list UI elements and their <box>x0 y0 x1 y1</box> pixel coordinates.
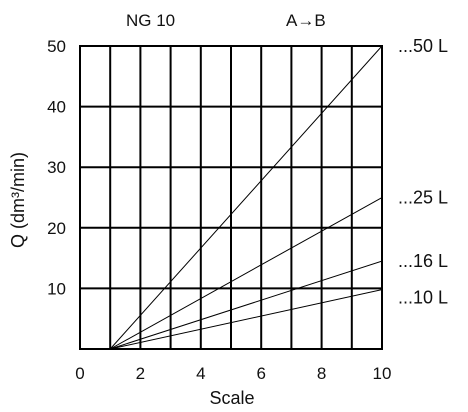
chart-title-right: A→B <box>286 11 326 30</box>
series-label: ...10 L <box>398 288 448 308</box>
series-label: ...50 L <box>398 36 448 56</box>
x-tick-label: 2 <box>136 364 145 383</box>
x-tick-label: 6 <box>256 364 265 383</box>
y-axis-label: Q (dm³/min) <box>8 152 28 248</box>
tick-labels: 0 2 4 6 8 10 10 20 30 40 50 <box>47 37 391 383</box>
y-tick-label: 50 <box>47 37 66 56</box>
plot-frame <box>79 45 383 350</box>
x-tick-label: 0 <box>75 364 84 383</box>
y-tick-label: 10 <box>47 279 66 298</box>
series-lines <box>109 45 383 350</box>
y-tick-label: 20 <box>47 219 66 238</box>
series-line <box>110 289 383 350</box>
x-tick-label: 10 <box>373 364 392 383</box>
chart-title-left: NG 10 <box>126 11 175 30</box>
series-line <box>109 197 383 350</box>
series-line <box>110 260 383 350</box>
y-tick-label: 30 <box>47 158 66 177</box>
y-tick-label: 40 <box>47 98 66 117</box>
x-tick-label: 4 <box>196 364 205 383</box>
series-label: ...25 L <box>398 188 448 208</box>
series-line <box>109 45 383 350</box>
series-label: ...16 L <box>398 251 448 271</box>
x-axis-label: Scale <box>209 388 254 408</box>
x-tick-label: 8 <box>317 364 326 383</box>
grid <box>80 46 382 349</box>
series-labels: ...50 L ...25 L ...16 L ...10 L <box>398 36 448 308</box>
